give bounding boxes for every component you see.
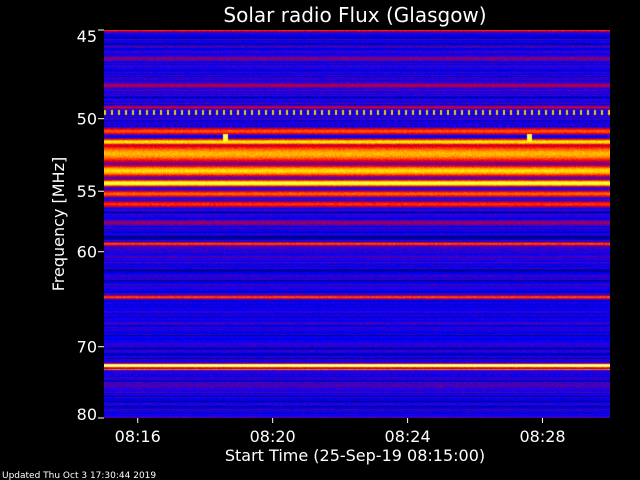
- y-tick-label: 45: [77, 27, 97, 46]
- x-axis-label: Start Time (25-Sep-19 08:15:00): [225, 446, 485, 465]
- x-tick-label: 08:20: [250, 427, 296, 446]
- y-tick-label: 60: [77, 243, 97, 262]
- x-tick-label: 08:28: [519, 427, 565, 446]
- y-axis-ticks: 45 50 55 60 70 80: [77, 27, 104, 424]
- y-axis-label: Frequency [MHz]: [49, 157, 68, 291]
- spectrogram-heatmap: [104, 30, 610, 418]
- x-axis-ticks: 08:16 08:20 08:24 08:28: [115, 418, 566, 446]
- y-tick-label: 50: [77, 110, 97, 129]
- x-tick-label: 08:24: [385, 427, 431, 446]
- spectrogram-plot-area: [104, 30, 610, 418]
- chart-title: Solar radio Flux (Glasgow): [223, 3, 486, 27]
- y-tick-label: 80: [77, 405, 97, 424]
- y-tick-label: 55: [77, 182, 97, 201]
- x-tick-label: 08:16: [115, 427, 161, 446]
- y-tick-label: 70: [77, 338, 97, 357]
- updated-timestamp: Updated Thu Oct 3 17:30:44 2019: [2, 471, 156, 480]
